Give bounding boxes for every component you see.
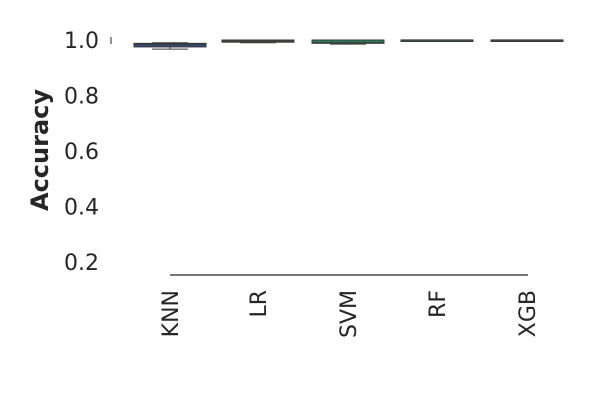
box-knn bbox=[133, 42, 207, 50]
x-tick-label: XGB bbox=[516, 290, 541, 337]
y-tick-label: 0.8 bbox=[64, 85, 99, 110]
x-tick-label: SVM bbox=[337, 290, 362, 338]
y-tick-label: 0.2 bbox=[64, 251, 99, 276]
box-lr bbox=[221, 39, 295, 44]
y-tick-label: 0.4 bbox=[64, 196, 99, 221]
plot-area bbox=[133, 39, 564, 50]
box-body bbox=[133, 42, 207, 48]
x-axis-ticks: KNN LR SVM RF XGB bbox=[159, 290, 541, 338]
box-rf bbox=[400, 39, 474, 42]
y-axis-ticks: 0.2 0.4 0.6 0.8 1.0 bbox=[64, 29, 112, 276]
box-svm bbox=[311, 39, 385, 45]
x-tick-label: KNN bbox=[159, 290, 184, 337]
x-tick-label: LR bbox=[247, 290, 272, 318]
x-tick-label: RF bbox=[426, 290, 451, 318]
y-tick-label: 1.0 bbox=[64, 29, 99, 54]
y-tick-label: 0.6 bbox=[64, 140, 99, 165]
box-xgb bbox=[490, 39, 564, 42]
y-axis-label: Accuracy bbox=[26, 89, 54, 211]
